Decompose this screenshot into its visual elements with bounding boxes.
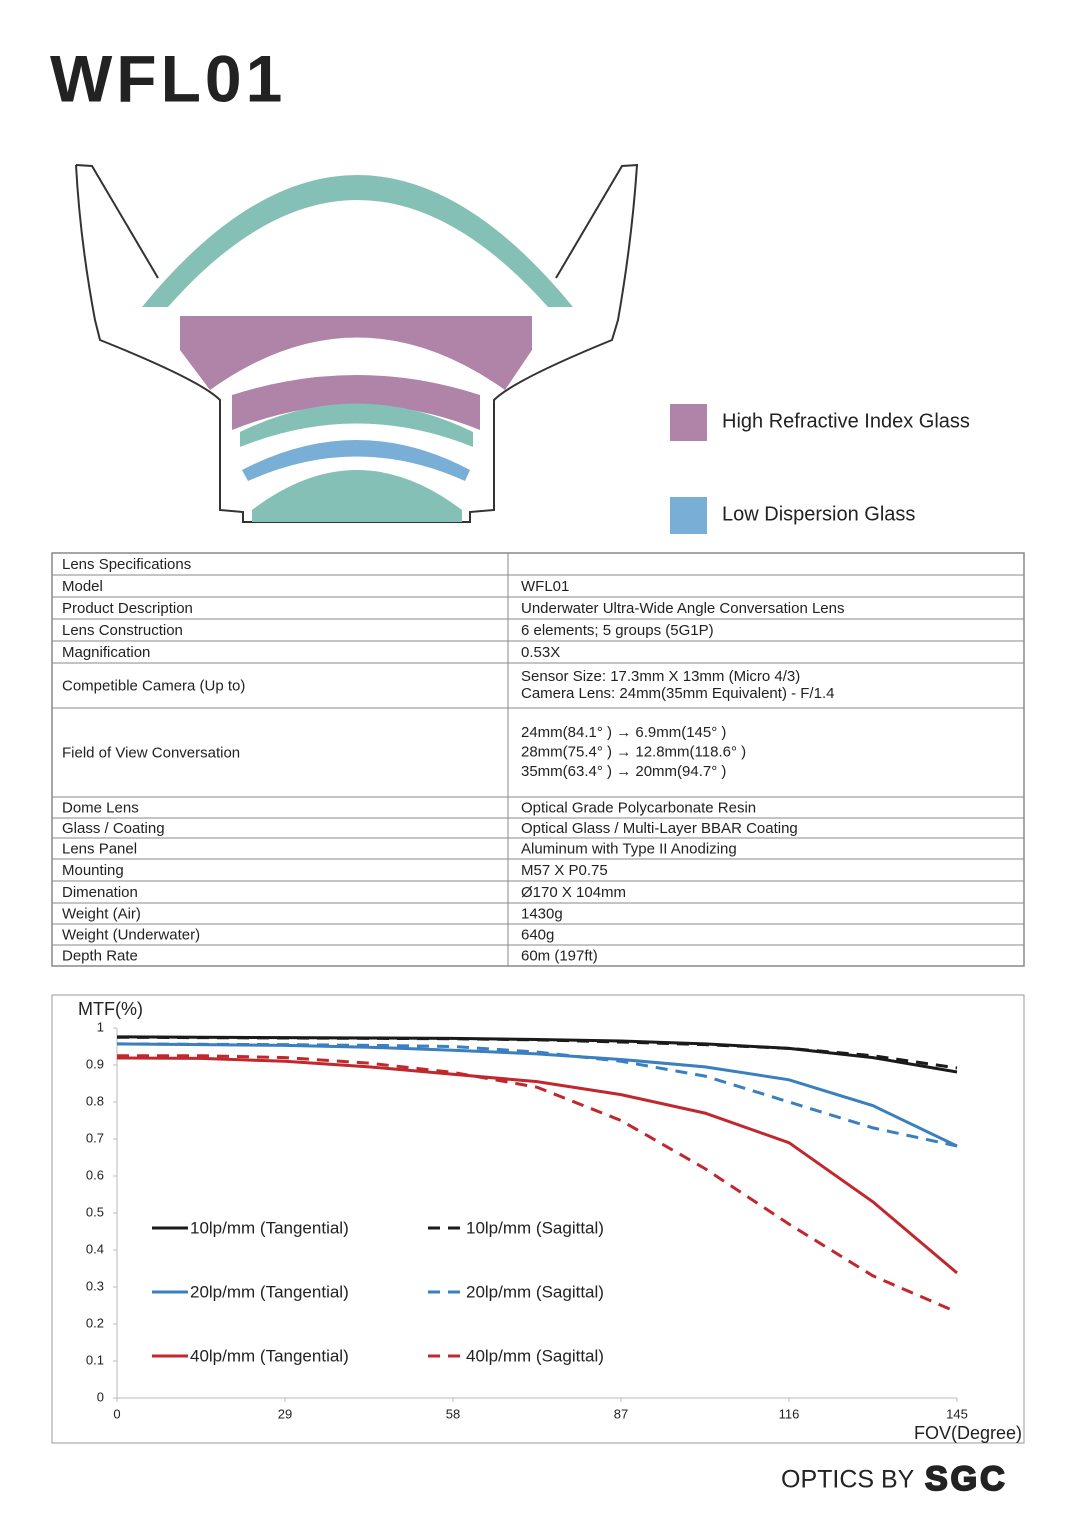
housing: [75, 163, 639, 523]
table-label: Glass / Coating: [62, 820, 165, 837]
lens-element: [180, 316, 532, 390]
lens-element: [232, 375, 480, 430]
y-axis-label: MTF(%): [78, 999, 143, 1019]
table-label: Lens Construction: [62, 622, 183, 639]
legend-label: Low Dispersion Glass: [722, 503, 915, 525]
table-label: Product Description: [62, 600, 193, 617]
mtf-line: [116, 1042, 958, 1148]
y-tick-label: 0.3: [86, 1278, 104, 1293]
dome-lens: [142, 175, 573, 307]
legend-label: 40lp/mm (Tangential): [190, 1346, 349, 1365]
x-tick-label: 58: [446, 1406, 460, 1421]
table-label: Magnification: [62, 644, 150, 661]
table-cell: Ø170 X 104mm: [521, 884, 626, 901]
lens-element: [240, 403, 473, 447]
table-label: Field of View Conversation: [62, 744, 240, 761]
x-tick-label: 0: [113, 1406, 120, 1421]
table-cell: Sensor Size: 17.3mm X 13mm (Micro 4/3): [521, 668, 800, 685]
table-label: Mounting: [62, 862, 124, 879]
lens-element: [242, 440, 470, 481]
table-cell: 28mm(75.4° ) → 12.8mm(118.6° ): [521, 743, 746, 760]
chart-frame: [51, 994, 1025, 1444]
y-tick-label: 0.8: [86, 1093, 104, 1108]
y-tick-label: 0.5: [86, 1204, 104, 1219]
y-tick-label: 0.9: [86, 1056, 104, 1071]
table-label: Weight (Underwater): [62, 926, 200, 943]
y-tick-label: 0.7: [86, 1130, 104, 1145]
y-tick-label: 0.1: [86, 1352, 104, 1367]
table-cell: 1430g: [521, 905, 563, 922]
lens-element: [252, 470, 462, 522]
table-label: Lens Specifications: [62, 556, 191, 573]
lens-diagram: High Refractive Index Glass Low Dispersi…: [75, 163, 970, 534]
table-label: Depth Rate: [62, 947, 138, 964]
table-border: [51, 552, 1025, 967]
y-tick-label: 0: [97, 1389, 104, 1404]
housing: [75, 164, 159, 279]
y-tick-label: 0.4: [86, 1241, 104, 1256]
table-cell: 35mm(63.4° ) → 20mm(94.7° ): [521, 763, 726, 780]
table-cell: 0.53X: [521, 644, 560, 661]
y-tick-label: 1: [97, 1019, 104, 1034]
mtf-line: [116, 1035, 958, 1070]
table-label: Competible Camera (Up to): [62, 677, 245, 694]
legend-label: 10lp/mm (Sagittal): [466, 1218, 604, 1237]
table-label: Dome Lens: [62, 799, 139, 816]
mtf-line: [117, 1054, 958, 1314]
y-tick-label: 0.2: [86, 1315, 104, 1330]
table-cell: Camera Lens: 24mm(35mm Equivalent) - F/1…: [521, 685, 834, 702]
x-tick-label: 145: [946, 1406, 968, 1421]
mtf-line: [116, 1056, 958, 1275]
table-label: Weight (Air): [62, 905, 141, 922]
table-label: Lens Panel: [62, 840, 137, 857]
table-cell: 60m (197ft): [521, 947, 598, 964]
table-cell: WFL01: [521, 578, 569, 595]
x-axis-label: FOV(Degree): [914, 1423, 1022, 1443]
table-cell: 640g: [521, 926, 554, 943]
footer-brand: OPTICS BY: [781, 1466, 915, 1494]
table-cell: Optical Glass / Multi-Layer BBAR Coating: [521, 820, 798, 837]
table-cell: 24mm(84.1° ) → 6.9mm(145° ): [521, 724, 726, 741]
table-cell: Underwater Ultra-Wide Angle Conversation…: [521, 600, 845, 617]
mtf-chart: MTF(%) FOV(Degree) 0 0.1 0.2 0.3 0.4 0.5 0.6 0.…: [78, 999, 1022, 1443]
legend-label: 20lp/mm (Sagittal): [466, 1282, 604, 1301]
x-tick-label: 87: [614, 1406, 628, 1421]
legend-label: 20lp/mm (Tangential): [190, 1282, 349, 1301]
legend-swatch: [670, 404, 707, 441]
table-cell: 6 elements; 5 groups (5G1P): [521, 622, 714, 639]
table-cell: Aluminum with Type II Anodizing: [521, 840, 737, 857]
y-tick-label: 0.6: [86, 1167, 104, 1182]
x-tick-label: 29: [278, 1406, 292, 1421]
legend-swatch: [670, 497, 707, 534]
table-label: Dimenation: [62, 884, 138, 901]
spec-table: Lens Specifications Model WFL01 Product Des…: [51, 552, 1025, 967]
legend-label: 40lp/mm (Sagittal): [466, 1346, 604, 1365]
table-label: Model: [62, 578, 103, 595]
legend-label: 10lp/mm (Tangential): [190, 1218, 349, 1237]
footer-logo: SGC: [925, 1460, 1008, 1498]
x-tick-label: 116: [779, 1406, 800, 1421]
table-cell: Optical Grade Polycarbonate Resin: [521, 799, 756, 816]
table-cell: M57 X P0.75: [521, 862, 608, 879]
legend-label: High Refractive Index Glass: [722, 410, 970, 432]
title: WFL01: [50, 41, 286, 115]
